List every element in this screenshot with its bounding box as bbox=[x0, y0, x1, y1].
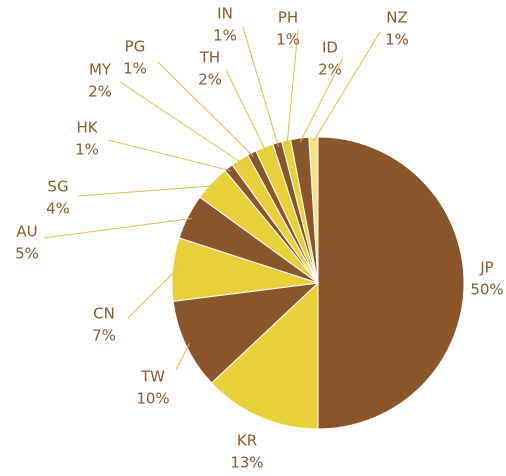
leader-line bbox=[77, 185, 215, 197]
leader-line bbox=[127, 269, 177, 319]
leader-line bbox=[286, 29, 299, 145]
slice-label: NZ bbox=[386, 9, 408, 27]
slice-value-label: 1% bbox=[385, 31, 409, 49]
slice-value-label: 7% bbox=[92, 327, 116, 345]
slice-label: IN bbox=[217, 5, 233, 23]
slice-label: AU bbox=[16, 223, 37, 241]
slice-label: MY bbox=[89, 61, 112, 79]
leader-line bbox=[313, 31, 381, 142]
slice-value-label: 2% bbox=[88, 83, 112, 101]
slice-value-label: 5% bbox=[15, 245, 39, 263]
slice-label: ID bbox=[322, 39, 338, 57]
slice-value-label: 1% bbox=[276, 31, 300, 49]
leader-line bbox=[107, 139, 232, 172]
leader-line bbox=[175, 343, 190, 371]
slice-label: SG bbox=[47, 178, 68, 196]
slice-label: CN bbox=[93, 305, 115, 323]
slice-label: PG bbox=[125, 38, 146, 56]
pie-slice bbox=[210, 281, 319, 430]
pie-slice bbox=[317, 136, 465, 430]
slice-label: JP bbox=[479, 259, 493, 277]
leader-line bbox=[242, 26, 279, 147]
slice-value-label: 50% bbox=[470, 281, 503, 299]
leader-line bbox=[299, 57, 344, 143]
leader-line bbox=[157, 61, 254, 157]
slice-value-label: 1% bbox=[75, 141, 99, 159]
slice-label: KR bbox=[237, 432, 257, 450]
slice-value-label: 2% bbox=[318, 61, 342, 79]
slice-label: PH bbox=[278, 9, 298, 27]
slice-value-label: 1% bbox=[123, 60, 147, 78]
slice-label: TW bbox=[140, 368, 165, 386]
leader-line bbox=[43, 218, 192, 239]
slice-label: HK bbox=[76, 119, 98, 137]
slice-value-label: 2% bbox=[198, 71, 222, 89]
slice-label: TH bbox=[199, 49, 220, 67]
leader-line bbox=[119, 81, 243, 164]
slice-value-label: 10% bbox=[136, 390, 169, 408]
slice-value-label: 4% bbox=[46, 200, 70, 218]
slice-value-label: 1% bbox=[213, 27, 237, 45]
slice-value-label: 13% bbox=[230, 454, 263, 472]
pie-slice bbox=[172, 282, 320, 384]
pie-slice bbox=[308, 136, 319, 284]
leader-line bbox=[225, 69, 267, 152]
